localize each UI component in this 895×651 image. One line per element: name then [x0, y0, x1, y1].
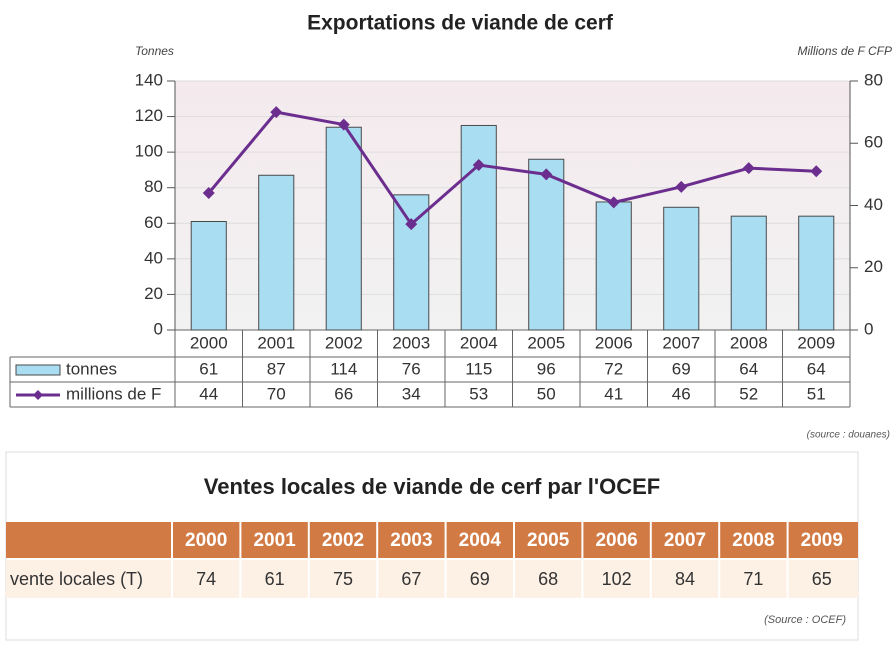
- table-header-cell: 2006: [595, 530, 637, 551]
- y-axis-label: Tonnes: [135, 44, 174, 58]
- x-tick-label: 2006: [595, 333, 633, 352]
- bar: [595, 201, 632, 331]
- table-header-cell: 2004: [459, 530, 502, 551]
- bar: [798, 215, 835, 331]
- bar: [190, 221, 227, 331]
- x-tick-label: 2005: [527, 333, 565, 352]
- y2-tick-label: 0: [864, 319, 873, 338]
- marker: [472, 159, 485, 172]
- table-value: 64: [739, 359, 758, 378]
- marker: [540, 168, 553, 181]
- y2-tick-label: 40: [864, 195, 883, 214]
- x-tick-label: 2003: [392, 333, 430, 352]
- table-value: 46: [672, 384, 691, 403]
- table-title: Ventes locales de viande de cerf par l'O…: [204, 474, 660, 499]
- y-tick-label: 20: [144, 284, 163, 303]
- table-value: 76: [402, 359, 421, 378]
- table-value: 72: [604, 359, 623, 378]
- bar: [325, 126, 362, 331]
- table-row: [6, 560, 858, 598]
- legend-icon: [15, 364, 61, 376]
- table-cell: 102: [602, 569, 632, 589]
- x-tick-label: 2002: [325, 333, 363, 352]
- y-tick-label: 0: [154, 319, 163, 338]
- table-cell: 61: [265, 569, 285, 589]
- x-tick-label: 2007: [662, 333, 700, 352]
- marker: [675, 180, 688, 193]
- x-tick-label: 2000: [190, 333, 228, 352]
- table-value: 66: [334, 384, 353, 403]
- table-cell: 65: [812, 569, 832, 589]
- table-value: 115: [465, 359, 492, 378]
- x-tick-label: 2009: [797, 333, 835, 352]
- y2-tick-label: 60: [864, 133, 883, 152]
- table-cell: 69: [470, 569, 490, 589]
- y-tick-label: 100: [135, 142, 163, 161]
- x-tick-label: 2004: [460, 333, 498, 352]
- table-value: 34: [402, 384, 421, 403]
- y-tick-label: 60: [144, 213, 163, 232]
- table-header-cell: 2003: [390, 530, 432, 551]
- table-cell: 71: [743, 569, 763, 589]
- table-cell: 84: [675, 569, 695, 589]
- table-value: 114: [330, 359, 357, 378]
- bar: [663, 206, 700, 331]
- table-value: 70: [267, 384, 286, 403]
- chart-title: Exportations de viande de cerf: [307, 12, 614, 35]
- legend-label: millions de F: [66, 384, 161, 403]
- marker: [202, 187, 215, 200]
- table-value: 52: [739, 384, 758, 403]
- table-value: 44: [199, 384, 218, 403]
- legend-icon: [33, 390, 43, 400]
- bar: [460, 124, 497, 331]
- table-source: (Source : OCEF): [764, 614, 846, 626]
- table-value: 87: [267, 359, 286, 378]
- y-tick-label: 40: [144, 248, 163, 267]
- table-header-cell: 2001: [253, 530, 296, 551]
- marker: [742, 162, 755, 175]
- y2-tick-label: 80: [864, 70, 883, 89]
- table-header-cell: 2005: [527, 530, 570, 551]
- table-value: 51: [807, 384, 826, 403]
- marker: [405, 218, 418, 231]
- bar: [393, 194, 430, 331]
- table-value: 61: [199, 359, 218, 378]
- table-header-cell: 2008: [732, 530, 774, 551]
- bar: [258, 174, 295, 331]
- table-value: 41: [604, 384, 623, 403]
- legend-label: tonnes: [66, 359, 117, 378]
- y-tick-label: 120: [135, 106, 163, 125]
- chart-source: (source : douanes): [807, 430, 890, 441]
- table-cell: 67: [401, 569, 421, 589]
- table-value: 53: [469, 384, 488, 403]
- marks: 0 20 40 60 80 100 120 140 0 20 40 60 80 2000 2001 2002 2…: [9, 70, 883, 598]
- table-header: [6, 522, 858, 558]
- bar: [730, 215, 767, 331]
- x-tick-label: 2001: [257, 333, 295, 352]
- line: [207, 110, 817, 227]
- table-header-cell: 2000: [185, 530, 227, 551]
- table-cell: 74: [196, 569, 216, 589]
- y-tick-label: 80: [144, 177, 163, 196]
- x-tick-label: 2008: [730, 333, 768, 352]
- y2-tick-label: 20: [864, 257, 883, 276]
- y-tick-label: 140: [135, 70, 163, 89]
- table-value: 96: [537, 359, 556, 378]
- table-cell: 68: [538, 569, 558, 589]
- table-value: 64: [807, 359, 826, 378]
- table-cell: 75: [333, 569, 353, 589]
- marker: [607, 196, 620, 209]
- table-value: 69: [672, 359, 691, 378]
- table-row-label: vente locales (T): [10, 569, 143, 589]
- bar: [528, 158, 565, 331]
- table-header-cell: 2009: [801, 530, 843, 551]
- table-value: 50: [537, 384, 556, 403]
- marker: [270, 106, 283, 119]
- marker: [337, 118, 350, 131]
- table-header-cell: 2002: [322, 530, 364, 551]
- y2-axis-label: Millions de F CFP: [798, 44, 892, 58]
- marker: [810, 165, 823, 178]
- table-header-cell: 2007: [664, 530, 706, 551]
